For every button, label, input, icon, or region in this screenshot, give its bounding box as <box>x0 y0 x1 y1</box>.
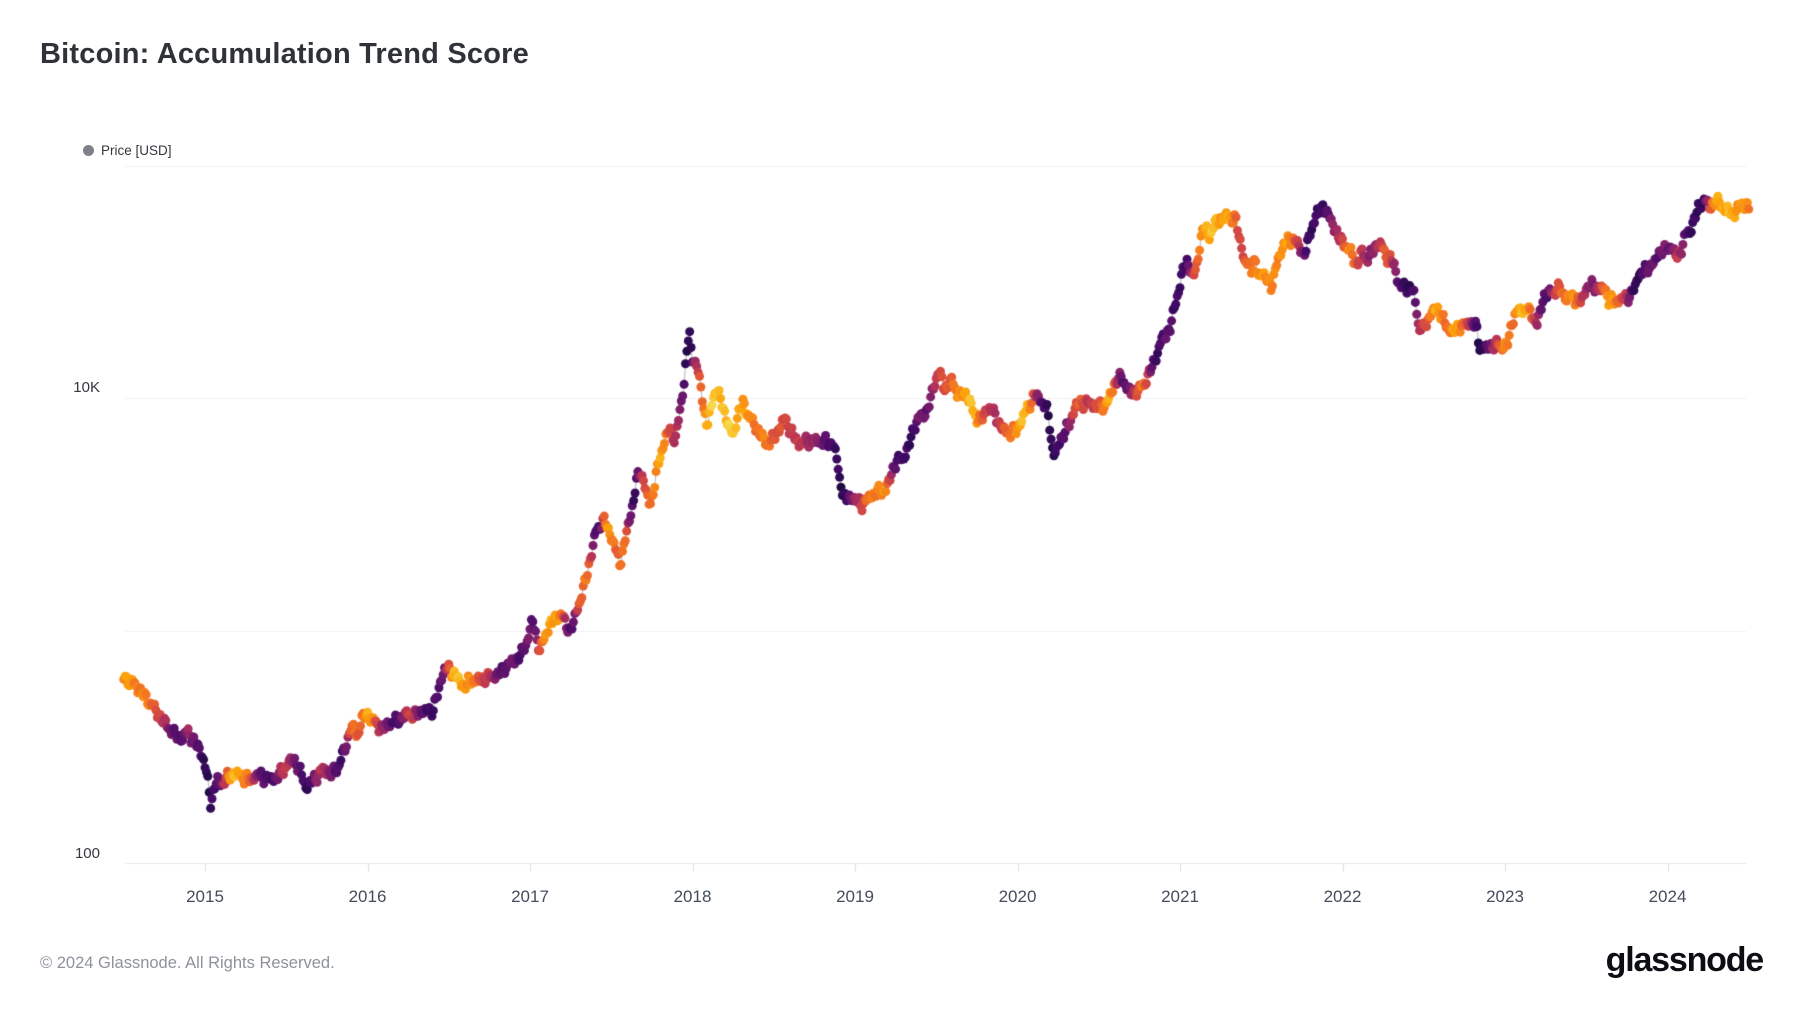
x-axis-tick-label-2019: 2019 <box>836 887 874 906</box>
x-axis-tick-label-2020: 2020 <box>998 887 1037 906</box>
x-axis-tick-label-2022: 2022 <box>1323 887 1362 906</box>
x-axis-tick-label-2017: 2017 <box>511 887 549 906</box>
x-axis-tick-label-2018: 2018 <box>673 887 712 906</box>
y-axis-tick-label-10k: 10K <box>73 379 100 396</box>
copyright-text: © 2024 Glassnode. All Rights Reserved. <box>40 954 335 972</box>
x-axis-tick-label-2016: 2016 <box>348 887 387 906</box>
x-axis-tick-label-2021: 2021 <box>1161 887 1199 906</box>
x-axis-tick-label-2024: 2024 <box>1648 887 1687 906</box>
x-axis-tick-label-2015: 2015 <box>186 887 224 906</box>
y-axis-tick-label-100: 100 <box>74 845 100 862</box>
glassnode-logo: glassnode <box>1605 941 1765 979</box>
x-axis-tick-label-2023: 2023 <box>1486 887 1524 906</box>
